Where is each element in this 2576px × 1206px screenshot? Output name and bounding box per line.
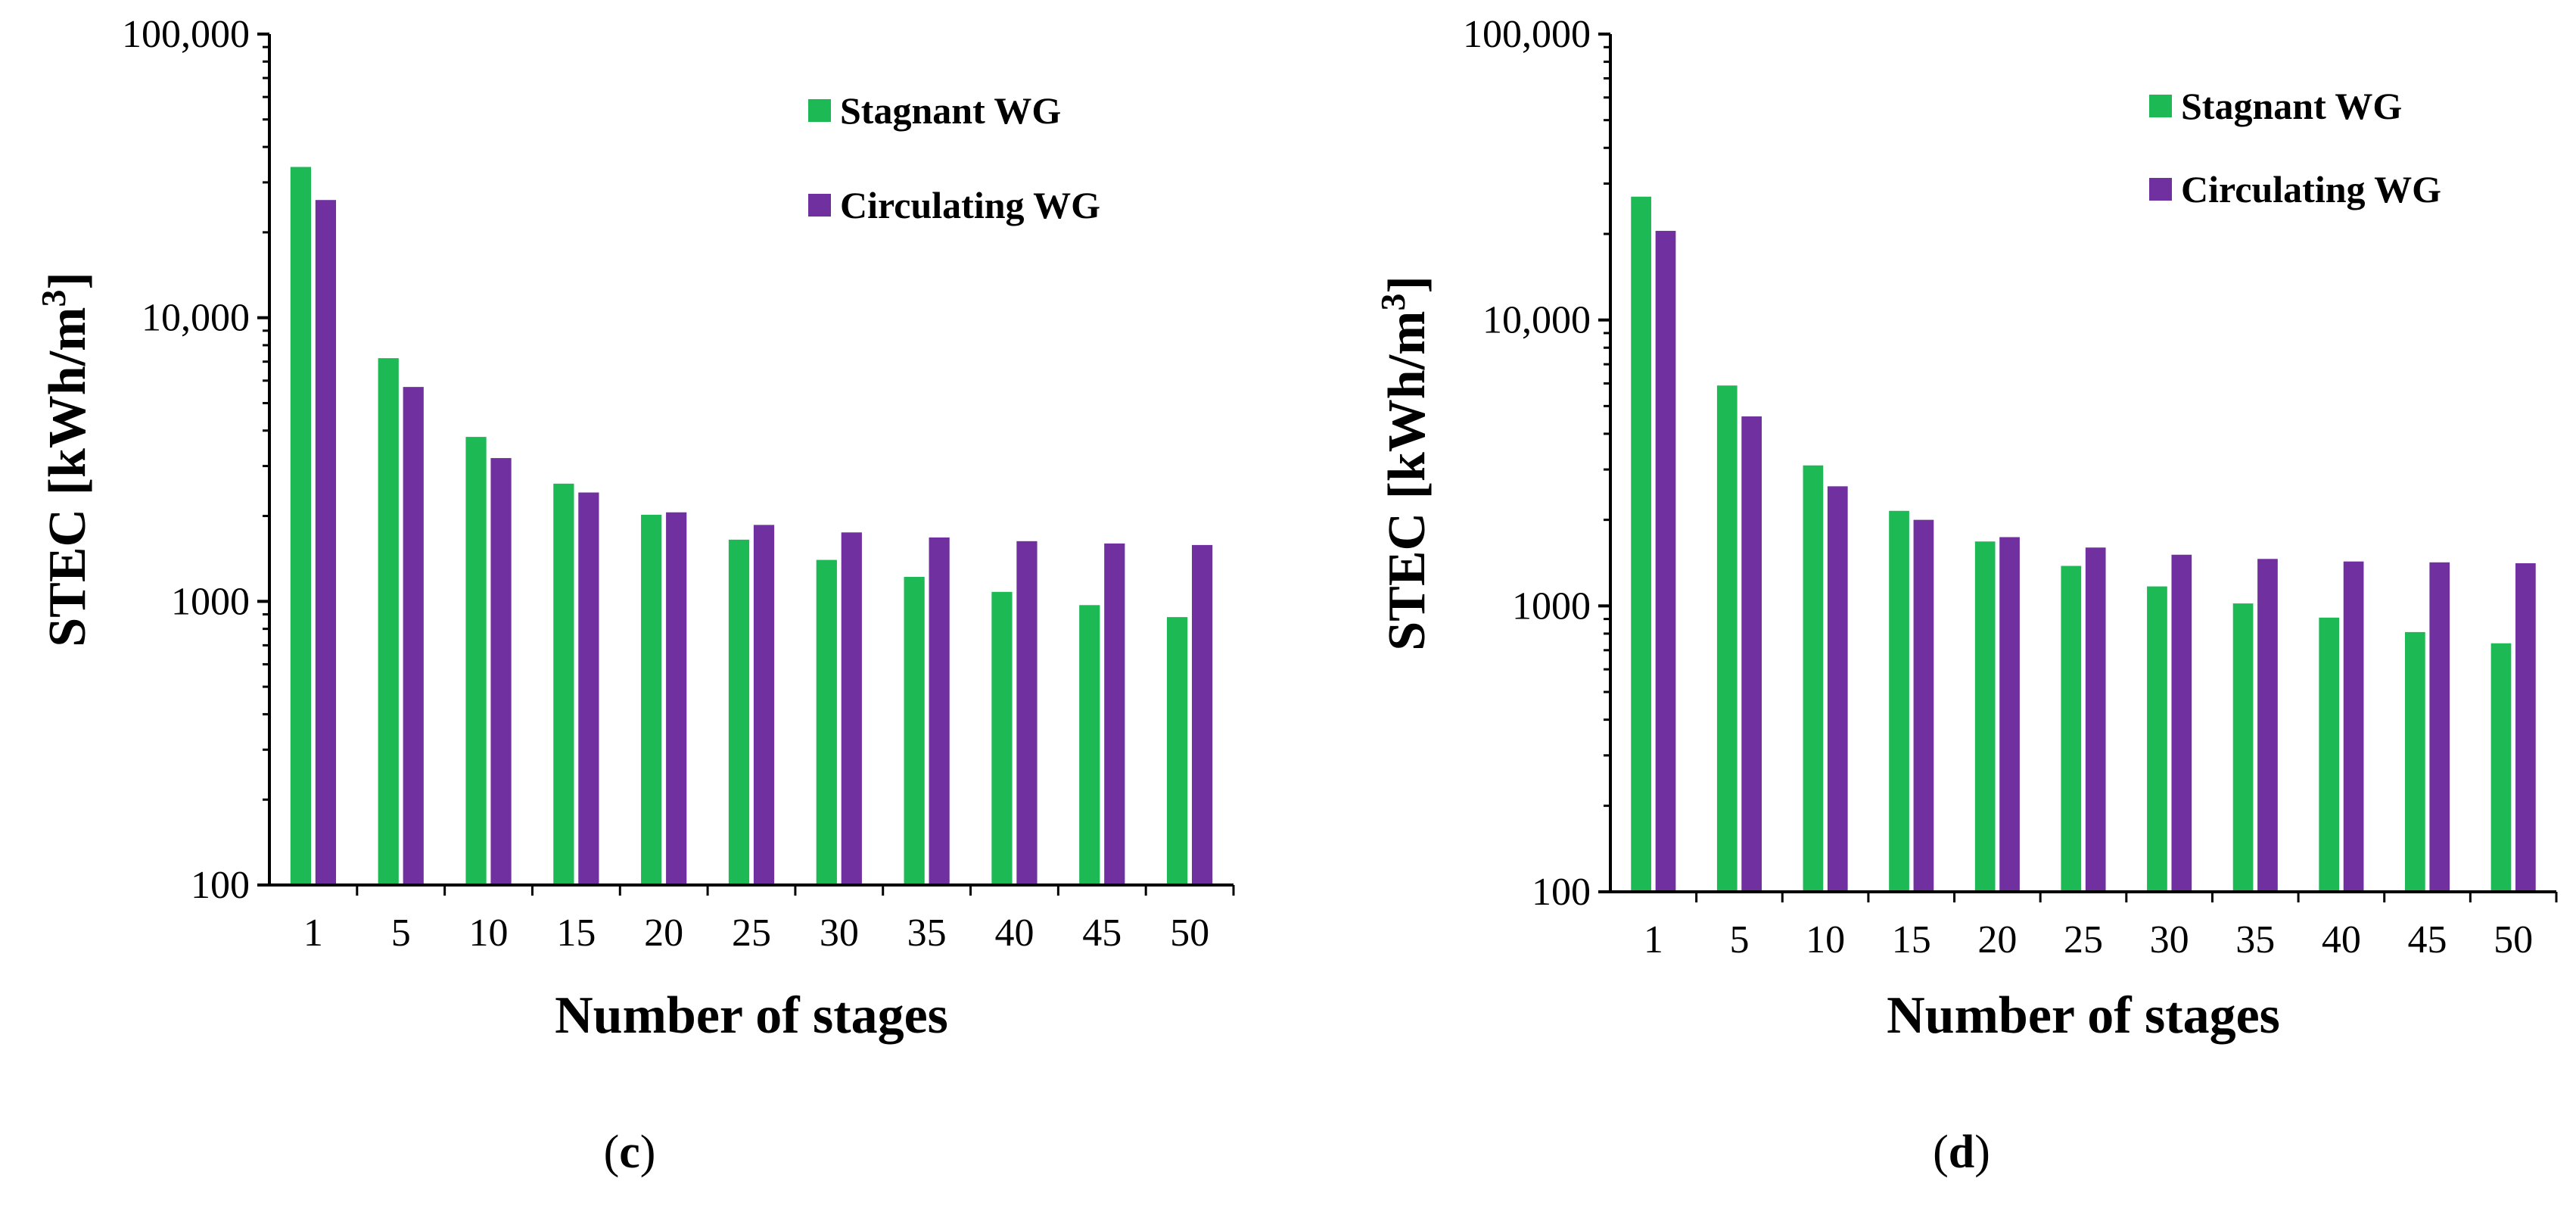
bar-circulating-45 bbox=[1104, 543, 1125, 885]
bar-stagnant-25 bbox=[2061, 566, 2082, 892]
y-tick-label: 100 bbox=[191, 864, 250, 907]
bar-stagnant-5 bbox=[378, 358, 399, 886]
bar-stagnant-50 bbox=[1166, 617, 1188, 885]
bar-circulating-5 bbox=[403, 387, 424, 886]
y-tick-label: 100,000 bbox=[122, 13, 250, 56]
bar-stagnant-10 bbox=[1803, 465, 1824, 892]
legend: Stagnant WG Circulating WG bbox=[808, 89, 1100, 226]
bar-circulating-1 bbox=[1655, 230, 1676, 892]
legend-swatch-circulating bbox=[808, 194, 831, 217]
x-tick-label: 20 bbox=[1977, 918, 2017, 961]
bar-circulating-35 bbox=[2257, 559, 2278, 892]
bar-stagnant-15 bbox=[1889, 510, 1909, 892]
bar-stagnant-1 bbox=[290, 167, 312, 885]
legend-label-circulating: Circulating WG bbox=[2181, 168, 2441, 210]
x-tick-label: 40 bbox=[994, 912, 1034, 955]
x-tick-label: 35 bbox=[2235, 918, 2275, 961]
y-tick-label: 100,000 bbox=[1463, 13, 1591, 56]
bar-stagnant-35 bbox=[2232, 603, 2254, 892]
bar-circulating-40 bbox=[2343, 561, 2364, 892]
bar-stagnant-40 bbox=[991, 591, 1013, 885]
legend-label-circulating: Circulating WG bbox=[840, 184, 1100, 226]
legend: Stagnant WG Circulating WG bbox=[2149, 85, 2441, 210]
bar-circulating-15 bbox=[578, 492, 599, 885]
x-tick-label: 25 bbox=[732, 912, 771, 955]
bar-circulating-35 bbox=[929, 537, 950, 885]
x-tick-label: 25 bbox=[2064, 918, 2103, 961]
x-axis-title: Number of stages bbox=[555, 986, 948, 1045]
y-tick-labels: 100 1000 10,000 100,000 bbox=[122, 13, 269, 907]
legend-swatch-circulating bbox=[2149, 178, 2172, 201]
panel-label-d: (d) bbox=[1933, 1127, 1990, 1178]
x-tick-label: 30 bbox=[820, 912, 859, 955]
bar-stagnant-20 bbox=[641, 514, 662, 885]
x-tick-label: 50 bbox=[1170, 912, 1209, 955]
bar-stagnant-45 bbox=[1079, 605, 1100, 885]
bar-stagnant-40 bbox=[2319, 617, 2340, 892]
bar-circulating-1 bbox=[315, 200, 337, 886]
x-tick-label: 45 bbox=[2408, 918, 2447, 961]
bar-circulating-50 bbox=[2515, 562, 2536, 892]
bar-stagnant-1 bbox=[1631, 196, 1651, 892]
bar-circulating-30 bbox=[841, 532, 862, 885]
x-tick-label: 20 bbox=[644, 912, 683, 955]
x-tick-label: 15 bbox=[556, 912, 596, 955]
bar-stagnant-45 bbox=[2405, 631, 2425, 892]
x-tick-label: 15 bbox=[1892, 918, 1931, 961]
x-tick-label: 5 bbox=[391, 912, 411, 955]
bar-circulating-25 bbox=[753, 525, 775, 885]
x-tick-label: 30 bbox=[2150, 918, 2189, 961]
y-tick-label: 10,000 bbox=[142, 297, 250, 340]
legend-swatch-stagnant bbox=[808, 99, 831, 122]
x-tick-label: 1 bbox=[1644, 918, 1663, 961]
bar-circulating-30 bbox=[2171, 554, 2192, 892]
x-axis-title: Number of stages bbox=[1887, 986, 2280, 1045]
bar-circulating-10 bbox=[1827, 486, 1848, 892]
x-tick-label: 50 bbox=[2494, 918, 2533, 961]
x-tick-label: 10 bbox=[1806, 918, 1845, 961]
x-tick-label: 1 bbox=[303, 912, 323, 955]
bar-circulating-45 bbox=[2429, 562, 2450, 892]
x-tick-label: 40 bbox=[2322, 918, 2361, 961]
y-tick-label: 10,000 bbox=[1482, 299, 1591, 342]
x-tick-labels: 1 5 10 15 20 25 30 35 40 45 50 bbox=[1644, 892, 2558, 961]
bar-stagnant-15 bbox=[553, 483, 574, 885]
bar-circulating-20 bbox=[1999, 537, 2020, 892]
x-tick-label: 45 bbox=[1082, 912, 1122, 955]
y-tick-label: 1000 bbox=[171, 580, 250, 623]
bar-stagnant-30 bbox=[2147, 586, 2167, 892]
bar-stagnant-5 bbox=[1716, 385, 1738, 892]
panel-label-c: (c) bbox=[604, 1127, 656, 1178]
bar-stagnant-30 bbox=[816, 559, 837, 885]
bar-circulating-10 bbox=[490, 458, 512, 885]
bar-stagnant-20 bbox=[1974, 541, 1996, 892]
bar-stagnant-25 bbox=[728, 539, 750, 885]
y-tick-label: 100 bbox=[1532, 871, 1591, 914]
y-axis-title: STEC [kWh/m3] bbox=[34, 272, 97, 647]
legend-label-stagnant: Stagnant WG bbox=[2181, 85, 2402, 127]
bar-stagnant-10 bbox=[465, 437, 487, 885]
bar-stagnant-50 bbox=[2490, 643, 2512, 892]
bar-stagnant-35 bbox=[904, 576, 925, 885]
y-tick-labels: 100 1000 10,000 100,000 bbox=[1463, 13, 1610, 914]
bar-circulating-25 bbox=[2085, 547, 2106, 892]
bar-group bbox=[1631, 196, 2536, 892]
bar-group bbox=[290, 167, 1213, 886]
y-axis-title: STEC [kWh/m3] bbox=[1374, 276, 1436, 651]
bar-circulating-40 bbox=[1016, 541, 1038, 885]
bar-circulating-20 bbox=[666, 512, 687, 885]
bar-circulating-50 bbox=[1191, 544, 1213, 885]
x-tick-label: 10 bbox=[469, 912, 509, 955]
legend-swatch-stagnant bbox=[2149, 95, 2172, 117]
bar-circulating-5 bbox=[1741, 416, 1762, 892]
x-tick-label: 35 bbox=[907, 912, 947, 955]
legend-label-stagnant: Stagnant WG bbox=[840, 89, 1061, 132]
y-tick-label: 1000 bbox=[1512, 584, 1591, 628]
x-tick-label: 5 bbox=[1729, 918, 1749, 961]
x-tick-labels: 1 5 10 15 20 25 30 35 40 45 50 bbox=[303, 885, 1235, 955]
bar-circulating-15 bbox=[1913, 519, 1934, 892]
